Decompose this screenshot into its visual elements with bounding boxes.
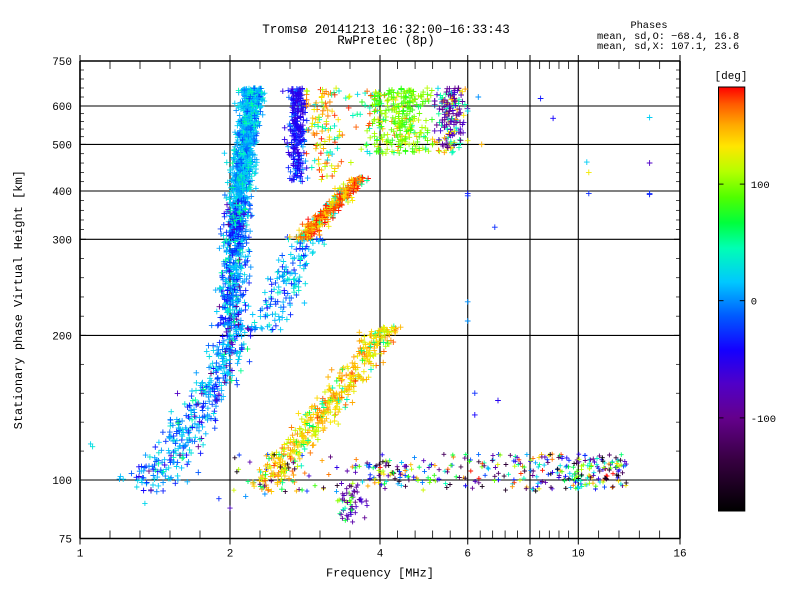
svg-text:Frequency [MHz]: Frequency [MHz] bbox=[326, 567, 434, 581]
svg-text:100: 100 bbox=[751, 180, 770, 192]
svg-text:500: 500 bbox=[52, 140, 72, 152]
svg-text:100: 100 bbox=[52, 476, 72, 488]
svg-text:2: 2 bbox=[227, 549, 234, 561]
svg-text:750: 750 bbox=[52, 57, 72, 69]
svg-text:300: 300 bbox=[52, 235, 72, 247]
svg-text:8: 8 bbox=[527, 549, 534, 561]
svg-text:mean, sd,X: 107.1, 23.6: mean, sd,X: 107.1, 23.6 bbox=[597, 41, 739, 53]
svg-text:[deg]: [deg] bbox=[715, 71, 748, 83]
svg-text:400: 400 bbox=[52, 187, 72, 199]
svg-text:75: 75 bbox=[59, 535, 72, 547]
svg-text:6: 6 bbox=[464, 549, 471, 561]
svg-text:10: 10 bbox=[572, 549, 585, 561]
svg-text:1: 1 bbox=[77, 549, 84, 561]
svg-text:RwPretec (8p): RwPretec (8p) bbox=[337, 34, 435, 48]
svg-text:0: 0 bbox=[751, 297, 757, 309]
svg-text:200: 200 bbox=[52, 331, 72, 343]
svg-text:16: 16 bbox=[673, 549, 686, 561]
svg-text:600: 600 bbox=[52, 102, 72, 114]
svg-text:Stationary phase Virtual Heigh: Stationary phase Virtual Height [km] bbox=[12, 170, 26, 429]
svg-text:4: 4 bbox=[377, 549, 384, 561]
svg-text:-100: -100 bbox=[751, 414, 776, 426]
